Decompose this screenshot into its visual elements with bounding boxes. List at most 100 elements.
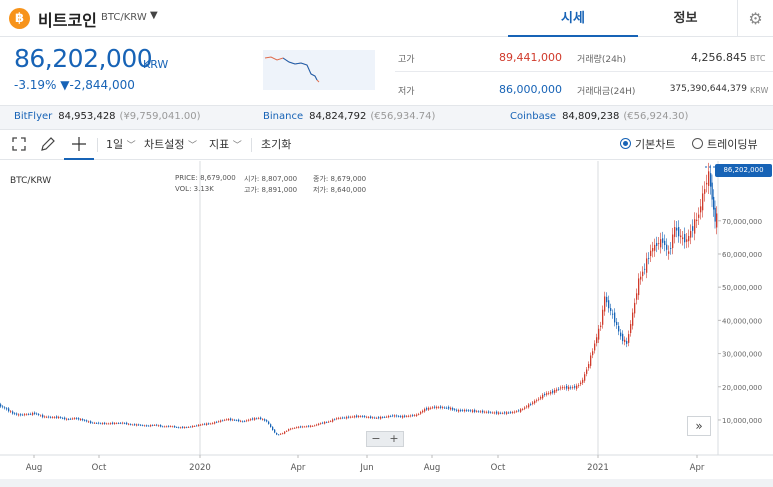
gear-icon[interactable]: ⚙ xyxy=(737,0,773,37)
candle-body xyxy=(672,234,674,249)
exchange-item[interactable]: BitFlyer 84,953,428 (¥9,759,041.00) xyxy=(14,111,201,122)
candle-body xyxy=(6,408,8,410)
candle-body xyxy=(454,409,456,411)
pencil-icon[interactable] xyxy=(40,130,56,160)
ohlc-vol: VOL: 3.13K xyxy=(175,185,214,193)
candle-body xyxy=(254,418,256,420)
candle-body xyxy=(598,328,600,340)
candle-body xyxy=(618,325,620,332)
candle-body xyxy=(574,386,576,388)
exchange-item[interactable]: Coinbase 84,809,238 (€56,924.30) xyxy=(510,111,688,122)
candle-body xyxy=(556,389,558,391)
tab-quote[interactable]: 시세 xyxy=(508,0,638,37)
candle-body xyxy=(148,425,150,427)
price-chart[interactable]: 70,000,000 60,000,000 50,000,000 40,000,000… xyxy=(0,161,773,480)
candle-body xyxy=(424,408,426,412)
candle-body xyxy=(52,417,54,418)
candle-body xyxy=(604,296,606,312)
candle-body xyxy=(86,420,88,422)
basic-chart-radio[interactable]: 기본차트 xyxy=(620,130,675,160)
tradingview-radio[interactable]: 트레이딩뷰 xyxy=(692,130,758,160)
reset-button[interactable]: 초기화 xyxy=(261,138,292,151)
candle-body xyxy=(180,427,182,429)
exchange-price: 84,953,428 xyxy=(58,111,116,122)
zoom-in-button[interactable]: + xyxy=(389,432,399,445)
candle-body xyxy=(292,428,294,430)
coin-name[interactable]: 비트코인 xyxy=(38,11,97,30)
coin-pair[interactable]: BTC/KRW xyxy=(101,12,147,23)
chart-toolbar: 1일 ﹀ 차트설정 ﹀ 지표 ﹀ 초기화 기본차트 트레이딩뷰 xyxy=(0,130,773,160)
candle-body xyxy=(166,426,168,428)
y-tick-label: 50,000,000 xyxy=(722,284,762,292)
candle-body xyxy=(626,341,628,344)
chevron-down-icon[interactable]: ▼ xyxy=(150,10,158,21)
exchange-conv: (€56,934.74) xyxy=(370,111,436,122)
candle-body xyxy=(140,424,142,426)
candle-body xyxy=(28,414,30,415)
interval-dropdown[interactable]: 1일 ﹀ xyxy=(106,130,136,160)
y-tick-label: 10,000,000 xyxy=(722,417,762,425)
candle-body xyxy=(284,431,286,434)
candle-body xyxy=(462,410,464,412)
indicators-dropdown[interactable]: 지표 ﹀ xyxy=(209,130,242,160)
ohlc-high-label: 고가: xyxy=(244,186,260,194)
chart-settings-dropdown[interactable]: 차트설정 ﹀ xyxy=(144,130,197,160)
candle-body xyxy=(160,425,162,427)
candle-body xyxy=(110,423,112,424)
candle-body xyxy=(354,416,356,418)
candle-body xyxy=(258,417,260,419)
candle-body xyxy=(202,424,204,426)
candle-body xyxy=(578,385,580,386)
exchange-item[interactable]: Binance 84,824,792 (€56,934.74) xyxy=(263,111,435,122)
candle-body xyxy=(706,182,708,185)
candle-body xyxy=(170,426,172,427)
zoom-controls: − + xyxy=(366,431,404,447)
candle-body xyxy=(514,411,516,413)
candle-body xyxy=(680,235,682,238)
candle-body xyxy=(58,416,60,419)
candle-body xyxy=(278,434,280,436)
zoom-out-button[interactable]: − xyxy=(371,432,381,445)
candle-body xyxy=(410,415,412,417)
x-tick-label: Oct xyxy=(92,463,107,473)
candle-body xyxy=(44,416,46,418)
candle-body xyxy=(130,424,132,425)
candle-body xyxy=(540,397,542,399)
y-tick-label: 40,000,000 xyxy=(722,317,762,325)
candle-body xyxy=(132,424,134,426)
candle-body xyxy=(298,426,300,428)
ohlc-price: 8,679,000 xyxy=(200,174,236,182)
candle-body xyxy=(508,412,510,414)
ohlc-open-value: 8,807,000 xyxy=(261,175,298,183)
candle-body xyxy=(610,308,612,311)
candle-body xyxy=(288,429,290,431)
candle-body xyxy=(60,417,62,419)
crosshair-icon[interactable] xyxy=(64,130,94,160)
candle-body xyxy=(198,424,200,426)
candle-body xyxy=(656,243,658,246)
candle-body xyxy=(56,416,58,418)
ohlc-vol-value: 3.13K xyxy=(193,185,214,193)
fullscreen-icon[interactable] xyxy=(12,130,26,160)
candle-body xyxy=(468,410,470,412)
candle-body xyxy=(494,412,496,414)
candle-body xyxy=(584,374,586,381)
candle-body xyxy=(48,416,50,418)
scroll-forward-button[interactable]: » xyxy=(687,416,711,436)
tab-info[interactable]: 정보 xyxy=(673,11,698,26)
candle-body xyxy=(430,407,432,409)
candle-body xyxy=(66,418,68,420)
candle-body xyxy=(688,235,690,242)
candle-body xyxy=(711,182,713,200)
candle-body xyxy=(552,390,554,393)
candle-body xyxy=(94,422,96,424)
candle-body xyxy=(662,238,664,243)
candle-body xyxy=(146,425,148,427)
ohlc-open: 시가: 8,807,000 xyxy=(244,174,297,184)
candle-body xyxy=(524,407,526,409)
candle-body xyxy=(346,416,348,419)
candle-body xyxy=(490,412,492,414)
candle-body xyxy=(256,418,258,420)
stats-row-low: 저가 86,000,000 거래대금(24H) 375,390,644,379 … xyxy=(395,72,773,104)
chevron-down-icon: ﹀ xyxy=(232,141,242,151)
